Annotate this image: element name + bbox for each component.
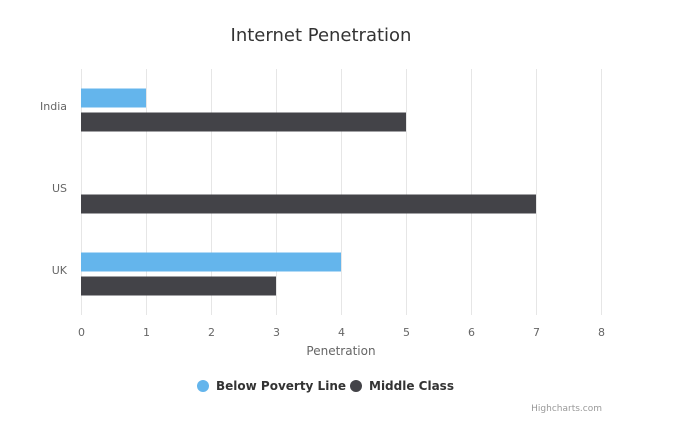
x-tick-label: 8 [598,326,605,339]
legend-item-middle-class[interactable]: Middle Class [350,379,454,393]
x-tick-label: 6 [468,326,475,339]
x-tick-label: 7 [533,326,540,339]
legend-symbol [197,380,209,392]
bar-uk-below-poverty-line[interactable] [81,252,341,272]
x-tick-label: 1 [143,326,150,339]
credits-link[interactable]: Highcharts.com [531,404,602,414]
y-axis-categories: India US UK [40,100,68,277]
bar-india-middle-class[interactable] [81,112,406,132]
chart-title: Internet Penetration [231,25,412,46]
category-label-india: India [40,100,67,113]
x-tick-label: 2 [208,326,215,339]
x-axis-title: Penetration [306,344,375,358]
legend-item-below-poverty-line[interactable]: Below Poverty Line [197,379,346,393]
x-axis-ticks: 0 1 2 3 4 5 6 7 8 [78,326,605,339]
x-tick-label: 5 [403,326,410,339]
category-label-us: US [52,182,67,195]
x-tick-label: 0 [78,326,85,339]
legend-label: Below Poverty Line [216,379,346,393]
category-label-uk: UK [52,264,68,277]
grid-lines [81,69,602,315]
bar-india-below-poverty-line[interactable] [81,88,146,108]
legend: Below Poverty Line Middle Class [197,379,454,393]
x-tick-label: 4 [338,326,345,339]
legend-label: Middle Class [369,379,454,393]
bar-us-middle-class[interactable] [81,194,536,214]
legend-symbol [350,380,362,392]
bars [81,88,536,296]
bar-uk-middle-class[interactable] [81,276,276,296]
x-tick-label: 3 [273,326,280,339]
